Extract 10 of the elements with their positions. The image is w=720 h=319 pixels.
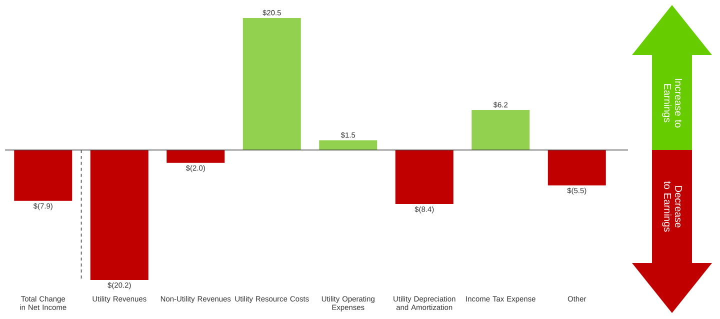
text: Increase to Earnings <box>662 78 682 128</box>
bar <box>472 110 530 150</box>
bar <box>166 150 225 163</box>
bar <box>319 140 378 150</box>
text: Decrease to Earnings <box>662 181 682 232</box>
bar <box>395 150 454 204</box>
bar <box>242 18 301 150</box>
bar <box>548 150 606 186</box>
bar <box>90 150 148 280</box>
bar <box>14 150 72 201</box>
